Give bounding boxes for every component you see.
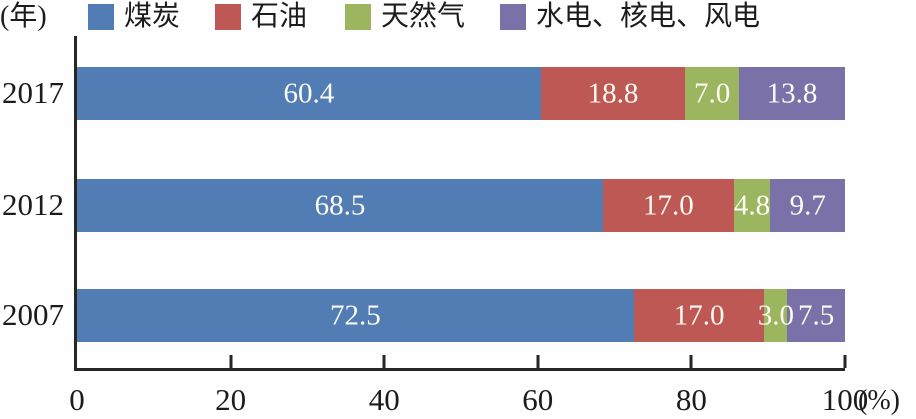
y-axis-label-2012: 2012 [2,187,64,222]
x-axis-tick-60 [536,355,540,368]
legend-item-natural-gas: 天然气 [345,1,465,33]
bar-segment-coal: 68.5 [77,179,604,232]
value-label: 7.5 [798,299,835,331]
bar-segment-coal: 72.5 [77,289,634,342]
bar-segment-oil: 17.0 [603,179,734,232]
y-axis-labels: 2017 2012 2007 [0,0,64,419]
x-axis-labels: 0 20 40 60 80 100 [0,383,916,419]
bar-row-2017: 60.4 18.8 7.0 13.8 [77,67,845,120]
bar-row-2007: 72.5 17.0 3.0 7.5 [77,289,845,342]
hydro-nuclear-wind-swatch-icon [500,4,526,30]
value-label: 13.8 [766,77,818,109]
bar-segment-natural-gas: 7.0 [685,67,739,120]
value-label: 3.0 [757,299,794,331]
legend-label-hydro-nuclear-wind: 水电、核电、风电 [536,1,761,32]
value-label: 17.0 [673,299,725,331]
natural-gas-swatch-icon [345,4,371,30]
value-label: 60.4 [283,77,335,109]
x-axis-tick-100 [843,355,847,368]
value-label: 7.0 [693,77,731,109]
x-axis-tick-80 [689,355,693,368]
legend-label-coal: 煤炭 [124,1,181,32]
bar-segment-oil: 17.0 [633,289,765,342]
x-axis-tick-label-80: 80 [675,382,707,417]
legend-label-natural-gas: 天然气 [381,1,466,32]
coal-swatch-icon [88,4,114,30]
legend-item-oil: 石油 [215,1,307,33]
x-axis-tick-label-20: 20 [215,382,247,417]
x-axis-tick-label-40: 40 [368,382,400,417]
plot-area: 60.4 18.8 7.0 13.8 68.5 17.0 4.8 9.7 72.5 17.0 3.0… [74,36,847,371]
bar-segment-natural-gas: 4.8 [733,179,771,232]
bar-segment-hydro-nuclear-wind: 9.7 [770,179,845,232]
bar-row-2012: 68.5 17.0 4.8 9.7 [77,179,845,232]
bar-segment-coal: 60.4 [77,67,541,120]
bar-segment-hydro-nuclear-wind: 13.8 [738,67,845,120]
x-axis-unit-label: (%) [858,385,900,416]
x-axis-tick-label-100: 100 [821,382,869,417]
bar-segment-hydro-nuclear-wind: 7.5 [787,289,845,342]
legend: (年) 煤炭 石油 天然气 水电、核电、风电 [0,0,916,36]
x-axis-tick-label-0: 0 [69,382,85,417]
bar-segment-oil: 18.8 [540,67,686,120]
y-axis-label-2017: 2017 [2,75,64,110]
value-label: 4.8 [733,189,771,221]
legend-label-oil: 石油 [251,1,308,32]
value-label: 68.5 [314,189,366,221]
x-axis-tick-40 [382,355,386,368]
legend-item-coal: 煤炭 [88,1,180,33]
legend-item-hydro-nuclear-wind: 水电、核电、风电 [500,1,760,33]
value-label: 72.5 [330,299,381,331]
y-axis-label-2007: 2007 [2,297,64,332]
oil-swatch-icon [215,4,241,30]
x-axis-tick-label-60: 60 [522,382,554,417]
x-axis-tick-20 [229,355,233,368]
value-label: 18.8 [587,77,639,109]
value-label: 9.7 [789,189,826,221]
y-axis-unit-label: (年) [0,1,47,32]
bar-segment-natural-gas: 3.0 [758,289,794,342]
value-label: 17.0 [642,189,694,221]
